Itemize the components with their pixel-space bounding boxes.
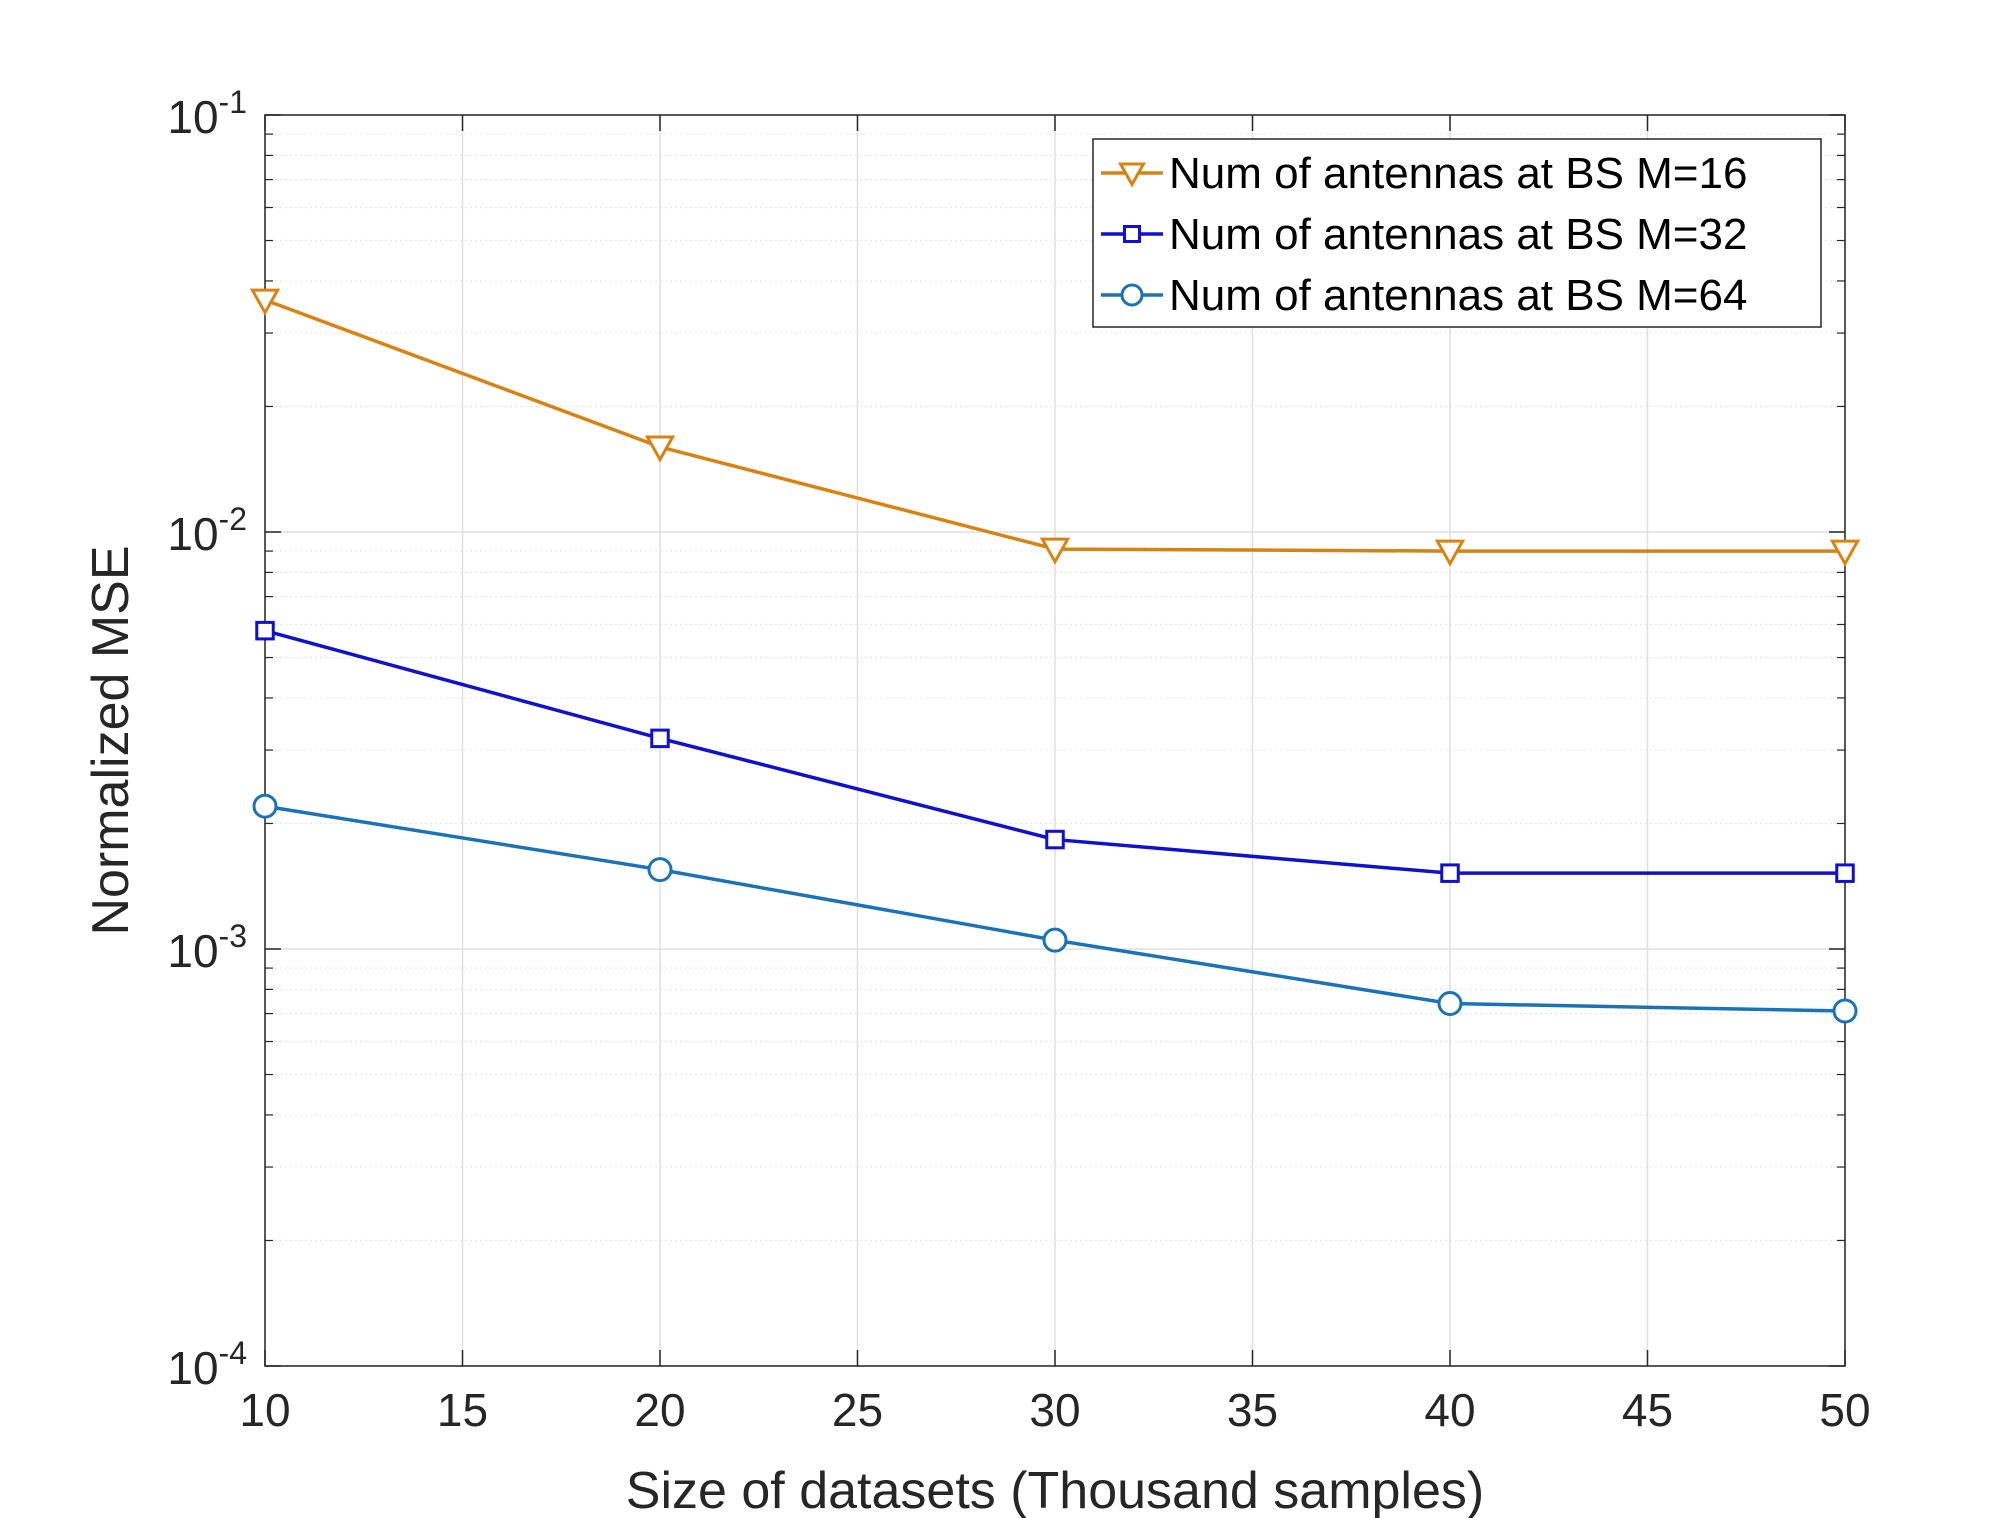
x-tick-label: 50	[1819, 1384, 1870, 1436]
x-tick-label: 15	[437, 1384, 488, 1436]
triangle-marker	[1434, 539, 1466, 567]
legend: Num of antennas at BS M=16 Num of antenna…	[1092, 138, 1822, 328]
x-tick-label: 10	[239, 1384, 290, 1436]
triangle-marker	[249, 288, 281, 316]
legend-item: Num of antennas at BS M=16	[1101, 149, 1747, 198]
circle-marker	[1042, 927, 1068, 953]
x-tick-label: 25	[832, 1384, 883, 1436]
triangle-marker	[1117, 162, 1147, 188]
series	[249, 288, 1861, 1024]
series-group	[249, 288, 1861, 567]
series-group	[255, 620, 1855, 883]
circle-marker	[1832, 998, 1858, 1024]
triangle-marker	[1039, 537, 1071, 565]
y-tick-label: 10-2	[167, 501, 247, 560]
triangle-marker	[644, 435, 676, 463]
legend-label: Num of antennas at BS M=32	[1169, 210, 1747, 259]
x-tick-label: 35	[1227, 1384, 1278, 1436]
triangle-marker	[1829, 539, 1861, 567]
legend-item: Num of antennas at BS M=32	[1101, 210, 1747, 259]
x-tick-label: 45	[1622, 1384, 1673, 1436]
x-tick-labels: 10 15 20 25 30 35 40 45 50	[239, 1384, 1870, 1436]
circle-marker	[647, 857, 673, 883]
legend-box	[1092, 138, 1822, 328]
legend-item: Num of antennas at BS M=64	[1101, 271, 1747, 320]
legend-items: Num of antennas at BS M=16 Num of antenna…	[1101, 149, 1747, 320]
legend-label: Num of antennas at BS M=16	[1169, 149, 1747, 198]
circle-marker	[1120, 283, 1144, 307]
series-group	[252, 793, 1858, 1024]
square-marker	[1123, 225, 1141, 243]
circle-marker	[1437, 991, 1463, 1017]
x-tick-label: 30	[1029, 1384, 1080, 1436]
y-tick-label: 10-3	[167, 918, 247, 977]
x-tick-label: 40	[1424, 1384, 1475, 1436]
y-tick-label: 10-1	[167, 84, 247, 143]
y-axis-label: Normalized MSE	[82, 545, 140, 935]
x-tick-label: 20	[634, 1384, 685, 1436]
y-tick-label: 10-4	[167, 1335, 247, 1394]
tick-marks	[264, 114, 1846, 1367]
circle-marker	[252, 793, 278, 819]
legend-label: Num of antennas at BS M=64	[1169, 271, 1747, 320]
square-marker	[650, 728, 670, 749]
y-tick-labels: 10-4 10-3 10-2 10-1	[167, 84, 247, 1394]
x-axis-label: Size of datasets (Thousand samples)	[626, 1462, 1484, 1518]
square-marker	[1835, 863, 1855, 883]
square-marker	[1045, 829, 1065, 850]
square-marker	[255, 620, 275, 641]
square-marker	[1440, 863, 1460, 883]
